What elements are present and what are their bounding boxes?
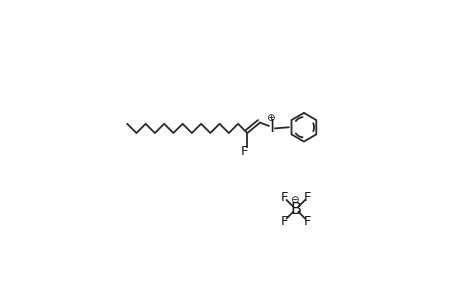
Text: B: B: [290, 202, 301, 217]
Text: F: F: [303, 214, 311, 227]
Text: F: F: [280, 191, 287, 204]
Text: ⊕: ⊕: [265, 113, 274, 124]
Text: ⊖: ⊖: [289, 194, 298, 205]
Text: F: F: [280, 214, 287, 227]
Text: F: F: [240, 145, 247, 158]
Text: F: F: [303, 191, 311, 204]
Text: I: I: [269, 118, 274, 136]
